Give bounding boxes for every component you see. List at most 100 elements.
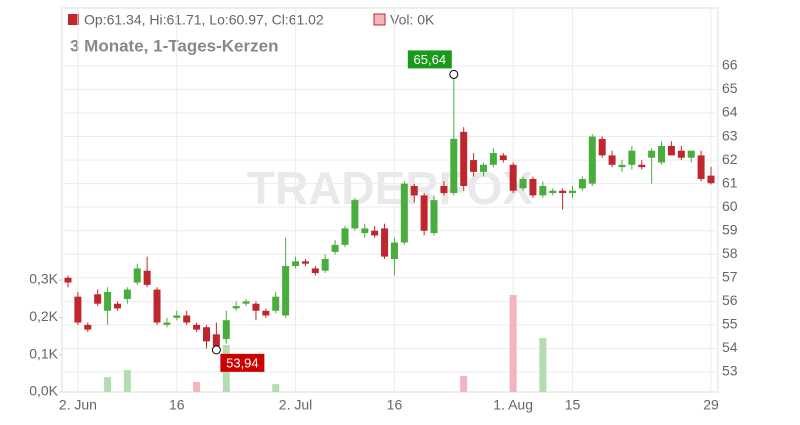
annotation-label: 53,94: [226, 355, 259, 370]
annotation-label: 65,64: [414, 52, 447, 67]
candle-body: [341, 228, 349, 245]
x-tick-label: 16: [169, 397, 185, 413]
candle-body: [529, 178, 537, 196]
candle-body: [311, 268, 319, 274]
candle-body: [84, 324, 92, 330]
volume-bar: [104, 377, 112, 392]
x-tick-label: 16: [387, 397, 403, 413]
legend-text: Op:61.34, Hi:61.71, Lo:60.97, Cl:61.02: [84, 12, 324, 28]
y-tick-label: 63: [722, 127, 738, 143]
volume-text: Vol: 0K: [390, 12, 435, 28]
candle-body: [509, 164, 517, 191]
candle-body: [94, 294, 102, 304]
watermark: TRADERFOX: [247, 162, 534, 214]
candle-body: [390, 242, 398, 259]
x-tick-label: 1. Aug: [493, 397, 533, 413]
candle-body: [222, 320, 230, 340]
candle-body: [608, 155, 616, 165]
volume-bar: [539, 337, 547, 392]
x-tick-label: 2. Jul: [279, 397, 312, 413]
candle-body: [677, 150, 685, 158]
candle-body: [430, 200, 438, 234]
candle-body: [301, 261, 309, 264]
y-tick-label: 56: [722, 292, 738, 308]
legend-swatch: [68, 14, 79, 25]
annotation-box: [220, 353, 265, 372]
candle-body: [549, 190, 557, 194]
annotation-box: [407, 50, 452, 69]
volume-bar: [509, 294, 517, 392]
volume-bar: [193, 381, 201, 392]
candle-body: [64, 277, 72, 283]
candle-body: [282, 266, 290, 316]
candle-body: [440, 185, 448, 194]
candle-body: [628, 150, 636, 165]
candle-body: [479, 164, 487, 172]
volume-swatch: [373, 13, 386, 26]
candle-body: [193, 324, 201, 330]
candle-body: [351, 200, 359, 229]
y2-tick-label: 0,2K: [29, 308, 58, 324]
candle-body: [489, 153, 497, 165]
candle-body: [687, 150, 695, 158]
y-tick-label: 54: [722, 339, 738, 355]
candle-body: [707, 175, 715, 184]
candle-body: [272, 296, 280, 311]
y-tick-label: 61: [722, 174, 738, 190]
y-tick-label: 64: [722, 104, 738, 120]
extreme-marker: [211, 345, 221, 355]
candle-body: [371, 230, 379, 236]
y2-tick-label: 0,1K: [29, 345, 58, 361]
y-tick-label: 65: [722, 80, 738, 96]
y-tick-label: 58: [722, 245, 738, 261]
y2-tick-label: 0,0K: [29, 383, 58, 399]
candle-body: [242, 301, 250, 304]
y-tick-label: 55: [722, 316, 738, 332]
candle-body: [104, 291, 112, 311]
candle-body: [381, 228, 389, 257]
candle-body: [460, 131, 468, 186]
candle-body: [470, 160, 478, 172]
candle-body: [74, 296, 82, 323]
x-tick-label: 2. Jun: [59, 397, 97, 413]
candle-body: [321, 258, 329, 271]
candle-body: [618, 164, 626, 168]
candle-body: [578, 178, 586, 189]
candle-body: [153, 289, 161, 323]
candle-body: [331, 244, 339, 252]
volume-bar: [123, 369, 131, 392]
candle-body: [588, 136, 596, 184]
candle-body: [559, 190, 567, 194]
candle-body: [658, 145, 666, 163]
candle-body: [262, 310, 270, 316]
candle-body: [539, 185, 547, 196]
y-tick-label: 57: [722, 269, 738, 285]
candle-body: [133, 268, 141, 283]
candle-body: [212, 334, 220, 347]
candle-body: [569, 190, 577, 194]
candle-body: [232, 306, 240, 309]
candle-body: [183, 315, 191, 323]
plot-frame: [61, 7, 719, 393]
y-tick-label: 60: [722, 198, 738, 214]
extreme-marker: [449, 69, 459, 79]
candle-body: [361, 228, 369, 234]
y-tick-label: 59: [722, 221, 738, 237]
candle-body: [697, 155, 705, 179]
candle-body: [163, 322, 171, 325]
volume-bar: [272, 384, 280, 392]
volume-bar: [460, 375, 468, 392]
x-tick-label: 15: [565, 397, 581, 413]
candle-body: [113, 303, 121, 309]
candle-body: [143, 270, 151, 285]
candle-body: [519, 178, 527, 189]
candle-body: [638, 164, 646, 168]
candle-body: [123, 289, 131, 300]
candle-body: [450, 138, 458, 194]
candle-body: [667, 145, 675, 156]
candle-body: [420, 195, 428, 231]
candle-body: [400, 183, 408, 243]
x-tick-label: 29: [703, 397, 719, 413]
candle-body: [410, 185, 418, 196]
